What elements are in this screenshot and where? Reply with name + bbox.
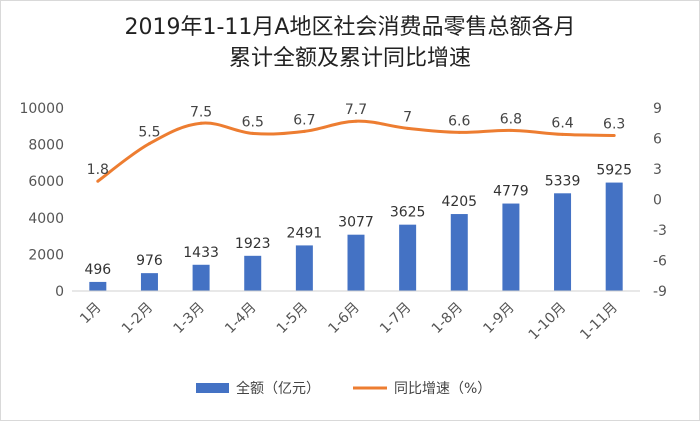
bar-label-9: 5339 xyxy=(545,173,581,189)
line-point-6 xyxy=(406,126,410,130)
line-label-7: 6.6 xyxy=(448,113,470,129)
bar-2 xyxy=(192,264,210,291)
x-label-3: 1-4月 xyxy=(222,300,259,337)
y-right-tick-2: -3 xyxy=(653,223,667,239)
chart-title: 2019年1-11月A地区社会消费品零售总额各月 累计全额及累计同比增速 xyxy=(0,12,700,74)
x-label-4: 1-5月 xyxy=(274,300,311,337)
bar-4 xyxy=(295,245,313,291)
x-label-9: 1-10月 xyxy=(526,300,570,344)
line-point-10 xyxy=(612,133,616,137)
y-left-tick-2: 4000 xyxy=(28,211,64,227)
line-labels: 1.8 5.5 7.5 6.5 6.7 7.7 7 6.6 6.8 6.4 6.3 xyxy=(87,102,626,178)
line-label-0: 1.8 xyxy=(87,162,109,178)
y-left-tick-0: 0 xyxy=(55,284,64,300)
line-label-8: 6.8 xyxy=(500,111,522,127)
y-left-tick-1: 2000 xyxy=(28,247,64,263)
y-right-tick-3: 0 xyxy=(653,193,662,209)
bar-label-5: 3077 xyxy=(338,215,374,231)
bar-10 xyxy=(605,182,623,291)
bar-label-8: 4779 xyxy=(493,184,529,200)
bar-label-0: 496 xyxy=(84,262,111,278)
bar-label-3: 1923 xyxy=(235,236,271,252)
x-label-10: 1-11月 xyxy=(577,300,621,344)
bar-label-4: 2491 xyxy=(287,225,323,241)
y-right-tick-0: -9 xyxy=(653,284,667,300)
line-point-8 xyxy=(509,128,513,132)
bar-6 xyxy=(399,224,417,291)
line-label-6: 7 xyxy=(403,109,412,125)
line-point-0 xyxy=(96,179,100,183)
line-label-5: 7.7 xyxy=(345,102,367,118)
line-point-5 xyxy=(354,119,358,123)
left-axis-ticks: 0 2000 4000 6000 8000 10000 xyxy=(19,101,64,300)
line-point-1 xyxy=(147,142,151,146)
line-label-2: 7.5 xyxy=(190,104,212,120)
line-point-7 xyxy=(457,130,461,134)
bar-3 xyxy=(244,255,262,291)
chart-title-line-1: 2019年1-11月A地区社会消费品零售总额各月 xyxy=(124,15,576,40)
line-label-3: 6.5 xyxy=(242,114,264,130)
bar-labels: 496 976 1433 1923 2491 3077 3625 4205 4779 5339 59… xyxy=(84,163,632,278)
y-right-tick-5: 6 xyxy=(653,132,662,148)
line-path xyxy=(96,119,615,183)
legend: 全额（亿元） 同比增速（%） xyxy=(196,380,491,397)
legend-swatch-bar xyxy=(196,383,229,393)
y-left-tick-4: 8000 xyxy=(28,138,64,154)
y-left-tick-5: 10000 xyxy=(19,101,64,117)
line-label-1: 5.5 xyxy=(138,125,160,141)
bar-8 xyxy=(502,203,520,291)
line-point-2 xyxy=(199,121,203,125)
x-label-1: 1-2月 xyxy=(119,300,156,337)
bar-label-2: 1433 xyxy=(183,245,219,261)
line-label-9: 6.4 xyxy=(551,115,573,131)
chart-title-line-2: 累计全额及累计同比增速 xyxy=(228,46,471,71)
x-label-2: 1-3月 xyxy=(171,300,208,337)
x-label-8: 1-9月 xyxy=(480,300,517,337)
y-right-tick-1: -6 xyxy=(653,254,667,270)
line-label-10: 6.3 xyxy=(603,116,625,132)
y-left-tick-3: 6000 xyxy=(28,174,64,190)
bar-label-10: 5925 xyxy=(596,163,632,179)
bar-0 xyxy=(89,281,107,291)
legend-label-line: 同比增速（%） xyxy=(394,381,491,397)
right-axis-ticks: -9 -6 -3 0 3 6 9 xyxy=(653,101,667,300)
line-point-3 xyxy=(251,131,255,135)
bar-label-1: 976 xyxy=(136,253,163,269)
bar-label-6: 3625 xyxy=(390,205,426,221)
line-label-4: 6.7 xyxy=(293,112,315,128)
x-label-0: 1月 xyxy=(77,300,105,328)
x-label-7: 1-8月 xyxy=(429,300,466,337)
line-point-4 xyxy=(302,129,306,133)
x-label-6: 1-7月 xyxy=(377,300,414,337)
y-right-tick-4: 3 xyxy=(653,162,662,178)
bar-7 xyxy=(450,214,468,291)
x-label-5: 1-6月 xyxy=(325,300,362,337)
x-axis-labels: 1月 1-2月 1-3月 1-4月 1-5月 1-6月 1-7月 1-8月 1-9月 1-10月 1… xyxy=(77,300,621,344)
y-right-tick-6: 9 xyxy=(653,101,662,117)
bar-label-7: 4205 xyxy=(441,194,477,210)
line-series xyxy=(96,119,616,183)
bar-5 xyxy=(347,234,365,291)
legend-label-bar: 全额（亿元） xyxy=(236,380,320,397)
bar-series xyxy=(89,182,623,291)
bar-9 xyxy=(554,193,572,291)
line-point-9 xyxy=(561,132,565,136)
bar-1 xyxy=(140,273,158,291)
